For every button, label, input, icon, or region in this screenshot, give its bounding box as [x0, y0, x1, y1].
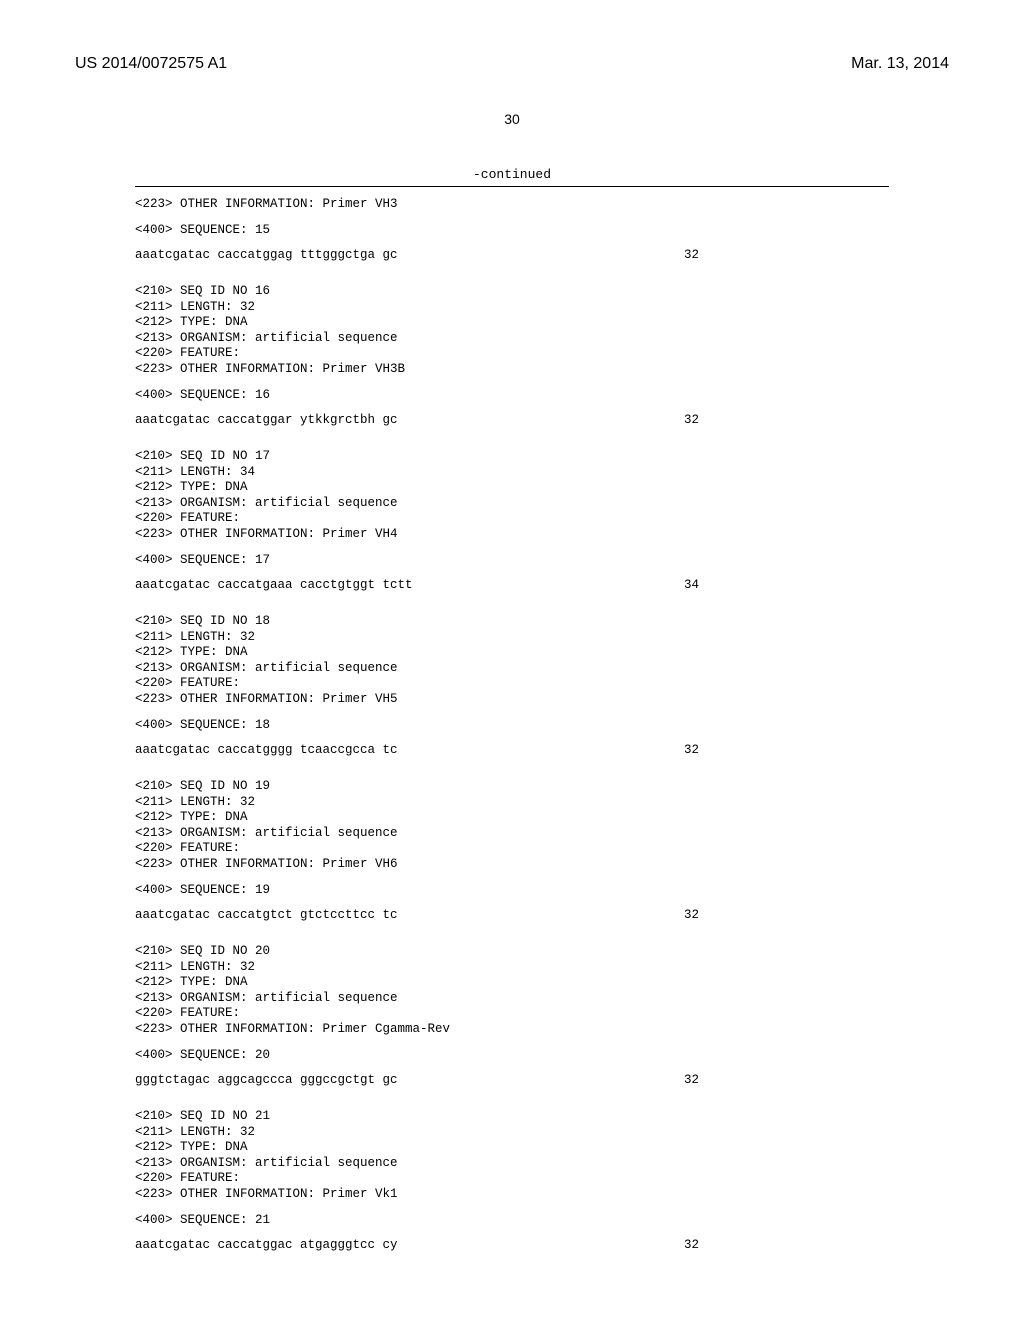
seq-header-line: <213> ORGANISM: artificial sequence — [135, 661, 889, 677]
seq-header-line: <211> LENGTH: 32 — [135, 795, 889, 811]
seq-length: 32 — [684, 1238, 889, 1254]
publication-number: US 2014/0072575 A1 — [75, 55, 227, 73]
seq-label: <400> SEQUENCE: 21 — [135, 1213, 889, 1229]
seq-header-line: <223> OTHER INFORMATION: Primer VH3B — [135, 362, 889, 378]
seq-text: aaatcgatac caccatgggg tcaaccgcca tc — [135, 743, 398, 759]
seq-length: 34 — [684, 578, 889, 594]
seq-header-line: <213> ORGANISM: artificial sequence — [135, 496, 889, 512]
seq-header-line: <220> FEATURE: — [135, 841, 889, 857]
seq-header-line: <210> SEQ ID NO 19 — [135, 779, 889, 795]
seq-label: <400> SEQUENCE: 17 — [135, 553, 889, 569]
seq-row: aaatcgatac caccatgaaa cacctgtggt tctt 34 — [135, 578, 889, 594]
seq-header-line: <220> FEATURE: — [135, 1171, 889, 1187]
seq-header-line: <223> OTHER INFORMATION: Primer VH4 — [135, 527, 889, 543]
seq-header-line: <211> LENGTH: 32 — [135, 630, 889, 646]
seq-label: <400> SEQUENCE: 19 — [135, 883, 889, 899]
seq-text: aaatcgatac caccatgaaa cacctgtggt tctt — [135, 578, 413, 594]
seq-header-line: <212> TYPE: DNA — [135, 975, 889, 991]
seq-label: <400> SEQUENCE: 18 — [135, 718, 889, 734]
seq-header-line: <210> SEQ ID NO 18 — [135, 614, 889, 630]
seq-header-line: <212> TYPE: DNA — [135, 645, 889, 661]
seq-header-line: <223> OTHER INFORMATION: Primer VH6 — [135, 857, 889, 873]
seq-header-line: <212> TYPE: DNA — [135, 315, 889, 331]
seq-header-line: <210> SEQ ID NO 16 — [135, 284, 889, 300]
seq-length: 32 — [684, 908, 889, 924]
seq-header-line: <223> OTHER INFORMATION: Primer VH5 — [135, 692, 889, 708]
seq-text: gggtctagac aggcagccca gggccgctgt gc — [135, 1073, 398, 1089]
seq-header-line: <220> FEATURE: — [135, 346, 889, 362]
seq-length: 32 — [684, 743, 889, 759]
seq-length: 32 — [684, 413, 889, 429]
seq-header-line: <220> FEATURE: — [135, 1006, 889, 1022]
seq-row: aaatcgatac caccatgtct gtctccttcc tc 32 — [135, 908, 889, 924]
seq-header-line: <213> ORGANISM: artificial sequence — [135, 331, 889, 347]
sequence-listing-box: -continued <223> OTHER INFORMATION: Prim… — [135, 167, 889, 1254]
seq-row: aaatcgatac caccatgggg tcaaccgcca tc 32 — [135, 743, 889, 759]
seq-text: aaatcgatac caccatggag tttgggctga gc — [135, 248, 398, 264]
divider-line — [135, 186, 889, 187]
seq-header-line: <211> LENGTH: 32 — [135, 1125, 889, 1141]
seq-label: <400> SEQUENCE: 20 — [135, 1048, 889, 1064]
seq-header-line: <211> LENGTH: 32 — [135, 960, 889, 976]
seq-text: aaatcgatac caccatggar ytkkgrctbh gc — [135, 413, 398, 429]
seq-text: aaatcgatac caccatggac atgagggtcc cy — [135, 1238, 398, 1254]
seq-length: 32 — [684, 1073, 889, 1089]
seq-header-line: <223> OTHER INFORMATION: Primer Cgamma-R… — [135, 1022, 889, 1038]
publication-date: Mar. 13, 2014 — [851, 55, 949, 73]
seq-prefix-line: <223> OTHER INFORMATION: Primer VH3 — [135, 197, 889, 213]
seq-text: aaatcgatac caccatgtct gtctccttcc tc — [135, 908, 398, 924]
seq-header-line: <223> OTHER INFORMATION: Primer Vk1 — [135, 1187, 889, 1203]
seq-row: aaatcgatac caccatggar ytkkgrctbh gc 32 — [135, 413, 889, 429]
seq-row: aaatcgatac caccatggac atgagggtcc cy 32 — [135, 1238, 889, 1254]
page-number: 30 — [75, 111, 949, 127]
seq-header-line: <210> SEQ ID NO 17 — [135, 449, 889, 465]
seq-header-line: <213> ORGANISM: artificial sequence — [135, 1156, 889, 1172]
seq-label: <400> SEQUENCE: 15 — [135, 223, 889, 239]
seq-header-line: <220> FEATURE: — [135, 511, 889, 527]
continued-label: -continued — [135, 167, 889, 182]
seq-row: gggtctagac aggcagccca gggccgctgt gc 32 — [135, 1073, 889, 1089]
seq-header-line: <210> SEQ ID NO 20 — [135, 944, 889, 960]
seq-header-line: <213> ORGANISM: artificial sequence — [135, 826, 889, 842]
seq-label: <400> SEQUENCE: 16 — [135, 388, 889, 404]
seq-header-line: <212> TYPE: DNA — [135, 810, 889, 826]
seq-header-line: <213> ORGANISM: artificial sequence — [135, 991, 889, 1007]
seq-header-line: <212> TYPE: DNA — [135, 480, 889, 496]
seq-header-line: <211> LENGTH: 34 — [135, 465, 889, 481]
seq-header-line: <211> LENGTH: 32 — [135, 300, 889, 316]
page-header: US 2014/0072575 A1 Mar. 13, 2014 — [75, 55, 949, 73]
seq-row: aaatcgatac caccatggag tttgggctga gc 32 — [135, 248, 889, 264]
seq-header-line: <212> TYPE: DNA — [135, 1140, 889, 1156]
seq-header-line: <220> FEATURE: — [135, 676, 889, 692]
seq-header-line: <210> SEQ ID NO 21 — [135, 1109, 889, 1125]
seq-length: 32 — [684, 248, 889, 264]
